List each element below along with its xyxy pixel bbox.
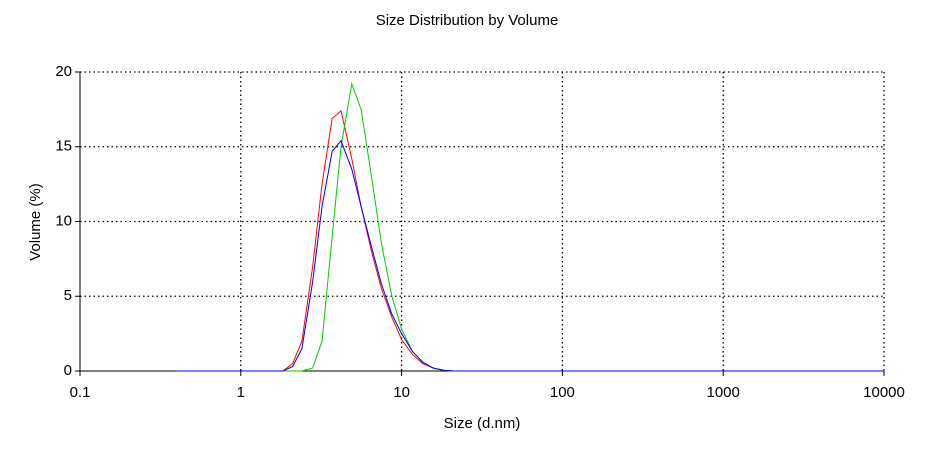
- y-tick-label: 15: [55, 138, 72, 155]
- y-tick-label: 20: [55, 63, 72, 80]
- y-tick-label: 0: [64, 362, 72, 379]
- x-tick-label: 1000: [707, 384, 740, 401]
- x-tick-label: 0.1: [70, 384, 91, 401]
- y-axis-label: Volume (%): [27, 183, 44, 261]
- x-tick-label: 100: [550, 384, 575, 401]
- data-line: [176, 139, 884, 372]
- x-tick-label: 1: [237, 384, 245, 401]
- y-tick-label: 5: [64, 287, 72, 304]
- data-line: [176, 82, 884, 372]
- chart-title: Size Distribution by Volume: [376, 12, 559, 29]
- y-tick-label: 10: [55, 212, 72, 229]
- data-line: [176, 109, 884, 372]
- x-tick-label: 10000: [863, 384, 905, 401]
- x-tick-label: 10: [393, 384, 410, 401]
- x-axis-label: Size (d.nm): [444, 415, 521, 432]
